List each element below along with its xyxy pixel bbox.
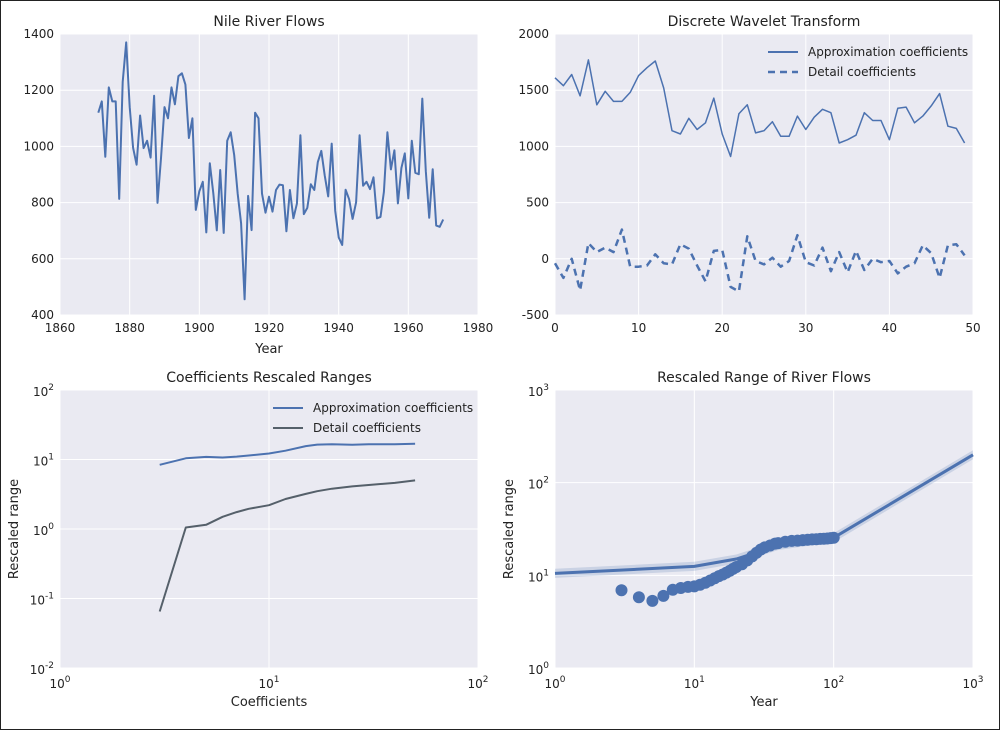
- series-line: [553, 228, 966, 293]
- y-tick-label: 600: [31, 252, 54, 266]
- x-tick-label: 1960: [393, 321, 424, 335]
- scatter-point: [646, 594, 659, 607]
- x-tick-label: 40: [882, 321, 897, 335]
- x-axis-label: Year: [254, 342, 283, 357]
- series-line: [554, 59, 966, 158]
- series-line: [97, 41, 445, 301]
- x-tick-label: 10: [631, 321, 646, 335]
- x-tick-label: 101: [684, 675, 705, 691]
- y-tick-label: 2000: [518, 27, 549, 41]
- legend-label: Approximation coefficients: [313, 401, 473, 415]
- panel-3: 100 101 102 10-2 10-1 100 101 102 Coefficients R…: [7, 370, 489, 710]
- scatter-point: [615, 584, 628, 597]
- y-tick-label: 101: [33, 453, 54, 469]
- y-tick-label: 500: [526, 196, 549, 210]
- y-tick-label: 0: [541, 252, 549, 266]
- x-tick-label: 0: [551, 321, 559, 335]
- series-line: [159, 442, 416, 466]
- y-tick-label: -500: [522, 308, 549, 322]
- y-tick-label: 10-2: [30, 661, 54, 677]
- y-tick-label: 10-1: [30, 592, 54, 608]
- y-tick-label: 800: [31, 196, 54, 210]
- legend-label: Approximation coefficients: [808, 45, 968, 59]
- x-tick-label: 20: [715, 321, 730, 335]
- x-tick-label: 1940: [323, 321, 354, 335]
- chart-title: Discrete Wavelet Transform: [668, 14, 861, 30]
- x-tick-label: 1920: [254, 321, 285, 335]
- series-line: [158, 479, 416, 612]
- y-axis-label: Rescaled range: [502, 479, 517, 579]
- y-tick-label: 1200: [23, 83, 54, 97]
- y-tick-label: 1400: [23, 27, 54, 41]
- x-tick-label: 1860: [45, 321, 76, 335]
- y-tick-label: 101: [528, 568, 549, 584]
- chart-title: Rescaled Range of River Flows: [657, 370, 871, 386]
- y-tick-label: 100: [33, 522, 54, 538]
- legend-label: Detail coefficients: [808, 65, 916, 79]
- y-tick-label: 100: [528, 661, 549, 677]
- chart-title: Nile River Flows: [213, 14, 324, 30]
- x-tick-label: 1900: [184, 321, 215, 335]
- legend-label: Detail coefficients: [313, 421, 421, 435]
- y-axis-label: Rescaled range: [7, 479, 22, 579]
- x-tick-label: 100: [49, 675, 70, 691]
- chart-title: Coefficients Rescaled Ranges: [166, 370, 372, 386]
- panel-2: 0 10 20 30 40 50-5000500100015002000Discrete …: [518, 14, 980, 335]
- panel-1: 1860 1880 1900 1920 1940 1960 1980 400 600 800 100…: [23, 14, 493, 357]
- scatter-point: [632, 591, 645, 604]
- x-tick-label: 50: [965, 321, 980, 335]
- scatter-point: [827, 531, 840, 544]
- x-tick-label: 103: [962, 675, 983, 691]
- x-tick-label: 102: [467, 675, 488, 691]
- y-tick-label: 102: [528, 476, 549, 492]
- x-tick-label: 100: [544, 675, 565, 691]
- y-tick-label: 103: [528, 383, 549, 399]
- y-tick-label: 400: [31, 308, 54, 322]
- y-tick-label: 1500: [518, 83, 549, 97]
- x-tick-label: 30: [798, 321, 813, 335]
- y-tick-label: 1000: [518, 139, 549, 153]
- panel-4: 100 101 102 103 100 101 102 103 Rescaled Range o…: [502, 370, 984, 710]
- y-tick-label: 1000: [23, 139, 54, 153]
- x-axis-label: Coefficients: [231, 695, 308, 710]
- plot-area: [555, 390, 973, 668]
- x-tick-label: 1980: [463, 321, 494, 335]
- x-tick-label: 1880: [114, 321, 145, 335]
- x-tick-label: 102: [823, 675, 844, 691]
- x-axis-label: Year: [749, 695, 778, 710]
- y-tick-label: 102: [33, 383, 54, 399]
- x-tick-label: 101: [258, 675, 279, 691]
- scatter-point: [657, 589, 670, 602]
